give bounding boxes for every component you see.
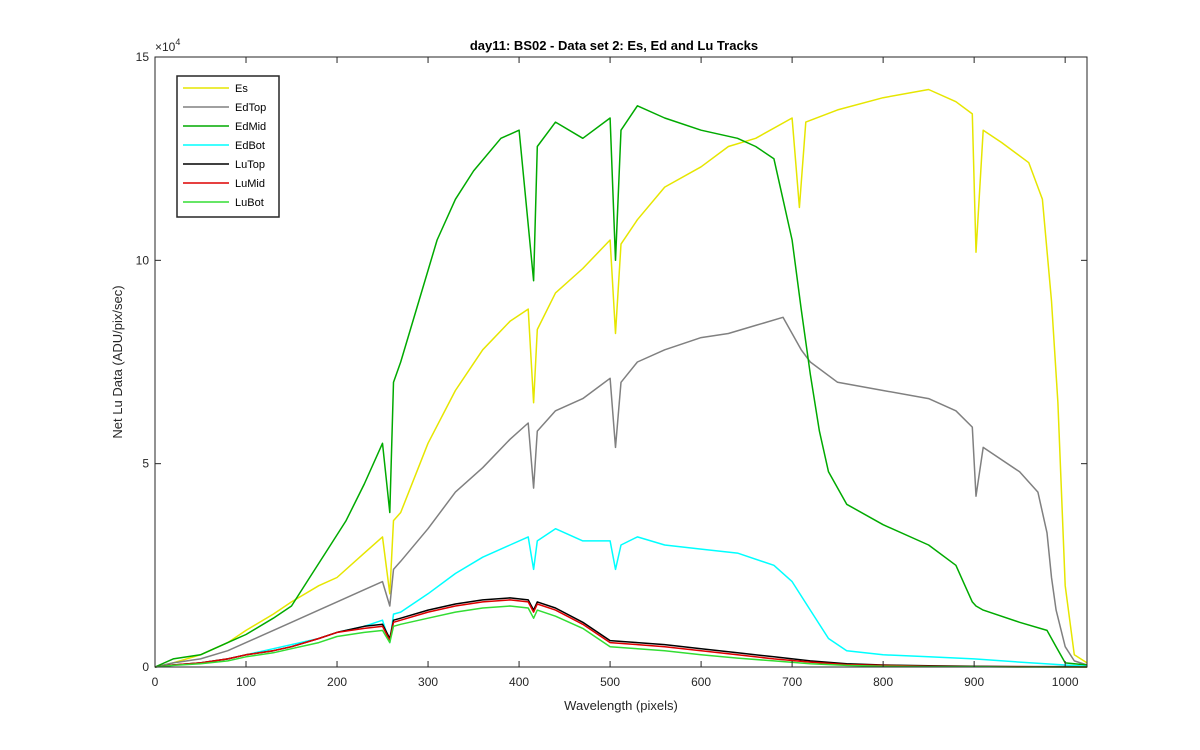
y-tick-label: 15 — [136, 50, 150, 64]
x-tick-label: 1000 — [1052, 675, 1079, 689]
chart-title: day11: BS02 - Data set 2: Es, Ed and Lu … — [470, 38, 758, 53]
y-exponent-base: ×10 — [155, 40, 176, 54]
legend-label-lutop: LuTop — [235, 159, 265, 171]
y-tick-label: 10 — [136, 253, 150, 267]
legend-label-edtop: EdTop — [235, 102, 266, 114]
series-line-lumid — [154, 599, 1087, 668]
series-line-edmid — [154, 105, 1088, 668]
legend-box — [176, 75, 280, 218]
y-tick-label: 5 — [142, 457, 149, 471]
x-tick-label: 200 — [327, 675, 347, 689]
legend-label-lumid: LuMid — [235, 178, 265, 190]
plot-frame — [154, 56, 1088, 668]
ticks-group: 0 100 200 300 400 500 600 700 800 900 1000 0 5 10 15 — [136, 50, 1087, 689]
series-line-es — [154, 88, 1088, 668]
x-tick-label: 900 — [964, 675, 984, 689]
series-group — [154, 88, 1088, 668]
x-tick-label: 0 — [152, 675, 159, 689]
y-tick-label: 0 — [142, 660, 149, 674]
x-tick-label: 700 — [782, 675, 802, 689]
x-axis-title: Wavelength (pixels) — [564, 698, 678, 713]
x-tick-label: 600 — [691, 675, 711, 689]
x-tick-label: 500 — [600, 675, 620, 689]
legend-label-es: Es — [235, 83, 248, 95]
legend-label-edbot: EdBot — [235, 140, 265, 152]
y-exponent-label: ×104 — [155, 37, 180, 54]
legend-label-lubot: LuBot — [235, 197, 264, 209]
legend-label-edmid: EdMid — [235, 121, 266, 133]
x-tick-label: 300 — [418, 675, 438, 689]
plot-area — [155, 57, 1087, 667]
x-tick-label: 800 — [873, 675, 893, 689]
series-line-lubot — [154, 605, 1087, 668]
x-tick-label: 100 — [236, 675, 256, 689]
x-tick-label: 400 — [509, 675, 529, 689]
series-line-edtop — [154, 316, 1088, 668]
legend: Es EdTop EdMid EdBot LuTop LuMid LuBot — [176, 75, 280, 218]
y-axis-title: Net Lu Data (ADU/pix/sec) — [110, 285, 125, 438]
y-exponent-power: 4 — [175, 37, 180, 47]
